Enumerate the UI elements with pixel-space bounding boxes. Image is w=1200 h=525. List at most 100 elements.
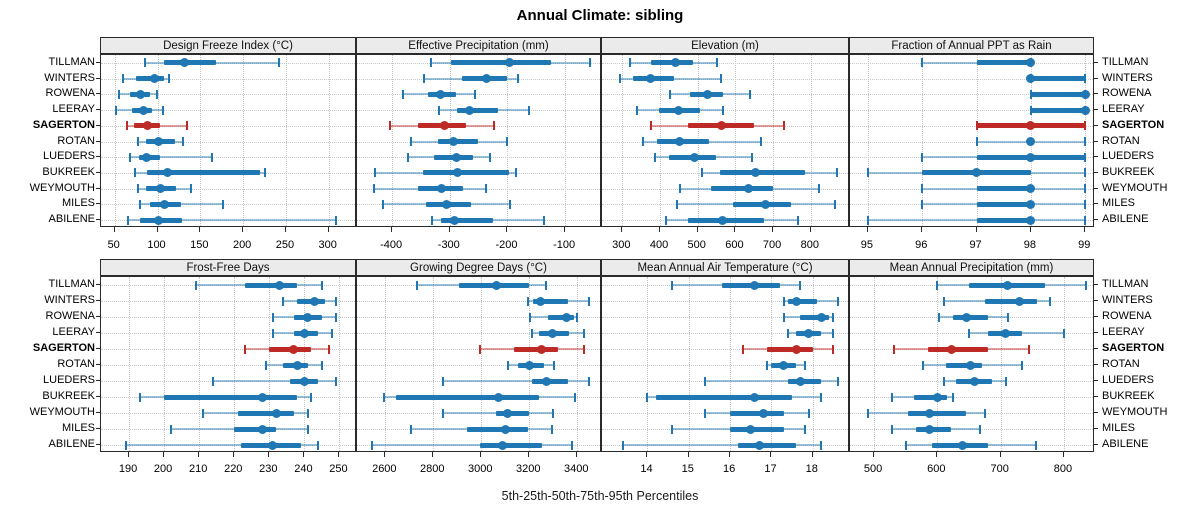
whisker-cap-95th xyxy=(485,184,488,194)
row-axis-tick-right xyxy=(1094,171,1098,173)
whisker-cap-95th xyxy=(588,58,591,68)
v-gridline xyxy=(810,55,812,226)
median-dot xyxy=(750,280,760,290)
h-gridline xyxy=(101,188,355,190)
whisker-cap-95th xyxy=(720,74,723,84)
whisker-cap-5th xyxy=(938,312,941,322)
axis-tick-label: 15 xyxy=(681,463,694,475)
whisker-cap-95th xyxy=(1084,152,1087,162)
row-label-right-miles: MILES xyxy=(1102,422,1136,434)
whisker-cap-5th xyxy=(212,376,215,386)
whisker-cap-5th xyxy=(921,199,924,209)
row-label-left-weymouth: WEYMOUTH xyxy=(29,181,95,194)
median-dot xyxy=(716,121,726,131)
axis-tick xyxy=(198,452,200,457)
axis-tick-label: 800 xyxy=(1053,463,1073,475)
whisker-cap-5th xyxy=(890,392,893,402)
h-gridline xyxy=(850,397,1093,398)
median-dot xyxy=(271,408,281,418)
median-dot xyxy=(750,392,760,402)
h-gridline xyxy=(101,204,355,206)
axis-tick xyxy=(480,452,482,457)
whisker-cap-5th xyxy=(441,376,444,386)
whisker-cap-5th xyxy=(271,328,274,338)
bar-25th-75th xyxy=(730,426,784,432)
whisker-cap-95th xyxy=(803,424,806,434)
bar-25th-75th xyxy=(234,426,277,432)
row-label-right-bukreek: BUKREEK xyxy=(1102,390,1155,402)
whisker-cap-95th xyxy=(803,360,806,370)
bar-25th-75th xyxy=(984,298,1038,304)
axis-tick xyxy=(659,227,661,232)
whisker-cap-5th xyxy=(891,424,894,434)
axis-tick-label: 600 xyxy=(725,239,744,251)
row-axis-tick-left xyxy=(96,156,100,158)
panel-plot-frost-free-days xyxy=(100,276,356,452)
h-gridline xyxy=(357,125,600,127)
panel-title: Growing Degree Days (°C) xyxy=(410,261,547,274)
v-gridline xyxy=(867,55,869,226)
median-dot xyxy=(1080,89,1090,99)
v-gridline xyxy=(269,277,271,451)
median-dot xyxy=(435,89,445,99)
whisker-cap-5th xyxy=(704,408,707,418)
axis-tick-label: 3400 xyxy=(564,463,589,475)
axis-tick xyxy=(1062,452,1064,457)
median-dot xyxy=(142,121,152,131)
axis-tick-label: 16 xyxy=(723,463,736,475)
bar-25th-75th xyxy=(244,282,298,288)
row-label-right-winters: WINTERS xyxy=(1102,294,1153,306)
median-dot xyxy=(299,376,309,386)
bar-25th-75th xyxy=(767,346,813,352)
h-gridline xyxy=(850,141,1093,143)
row-label-right-weymouth: WEYMOUTH xyxy=(1102,406,1168,418)
whisker-cap-5th xyxy=(406,152,409,162)
axis-tick xyxy=(975,227,977,232)
axis-tick-label: 98 xyxy=(1023,239,1037,251)
bar-25th-75th xyxy=(237,410,294,416)
h-gridline xyxy=(850,78,1093,80)
axis-tick-label: 2600 xyxy=(372,463,397,475)
axis-tick xyxy=(268,452,270,457)
whisker-cap-5th xyxy=(127,215,130,225)
bar-25th-75th xyxy=(720,170,806,176)
whisker-cap-95th xyxy=(161,105,164,115)
h-gridline xyxy=(602,381,848,382)
row-axis-tick-right xyxy=(1094,348,1098,349)
whisker-cap-95th xyxy=(278,58,281,68)
whisker-cap-5th xyxy=(668,89,671,99)
whisker-cap-5th xyxy=(678,184,681,194)
whisker-5th-95th xyxy=(130,156,213,159)
h-gridline xyxy=(602,317,848,318)
bar-25th-75th xyxy=(450,60,551,66)
panel-strip-mean-annual-precipitation-mm: Mean Annual Precipitation (mm) xyxy=(849,259,1094,276)
axis-tick-label: 300 xyxy=(318,239,337,251)
row-axis-tick-right xyxy=(1094,77,1098,79)
median-dot xyxy=(561,312,571,322)
row-axis-tick-right xyxy=(1094,187,1098,189)
panel-plot-growing-degree-days-c xyxy=(356,276,601,452)
whisker-cap-5th xyxy=(641,137,644,146)
median-dot xyxy=(163,168,173,178)
axis-tick-label: 150 xyxy=(190,239,209,251)
axis-tick-label: 190 xyxy=(118,463,138,475)
median-dot xyxy=(535,296,545,306)
axis-tick xyxy=(772,227,774,232)
whisker-5th-95th xyxy=(140,203,224,206)
axis-tick-label: 250 xyxy=(329,463,348,475)
whisker-cap-95th xyxy=(832,344,835,354)
axis-tick-label: 50 xyxy=(107,239,120,251)
row-axis-tick-left xyxy=(96,428,100,429)
median-dot xyxy=(439,121,449,131)
median-dot xyxy=(503,408,513,418)
row-axis-tick-left xyxy=(96,109,100,111)
whisker-cap-5th xyxy=(671,280,674,290)
median-dot xyxy=(493,392,503,402)
median-dot xyxy=(961,312,971,322)
median-dot xyxy=(449,215,459,225)
whisker-cap-5th xyxy=(115,105,118,115)
axis-tick-label: -300 xyxy=(437,239,460,251)
h-gridline xyxy=(101,381,355,382)
whisker-cap-5th xyxy=(704,376,707,386)
row-axis-tick-right xyxy=(1094,396,1098,397)
